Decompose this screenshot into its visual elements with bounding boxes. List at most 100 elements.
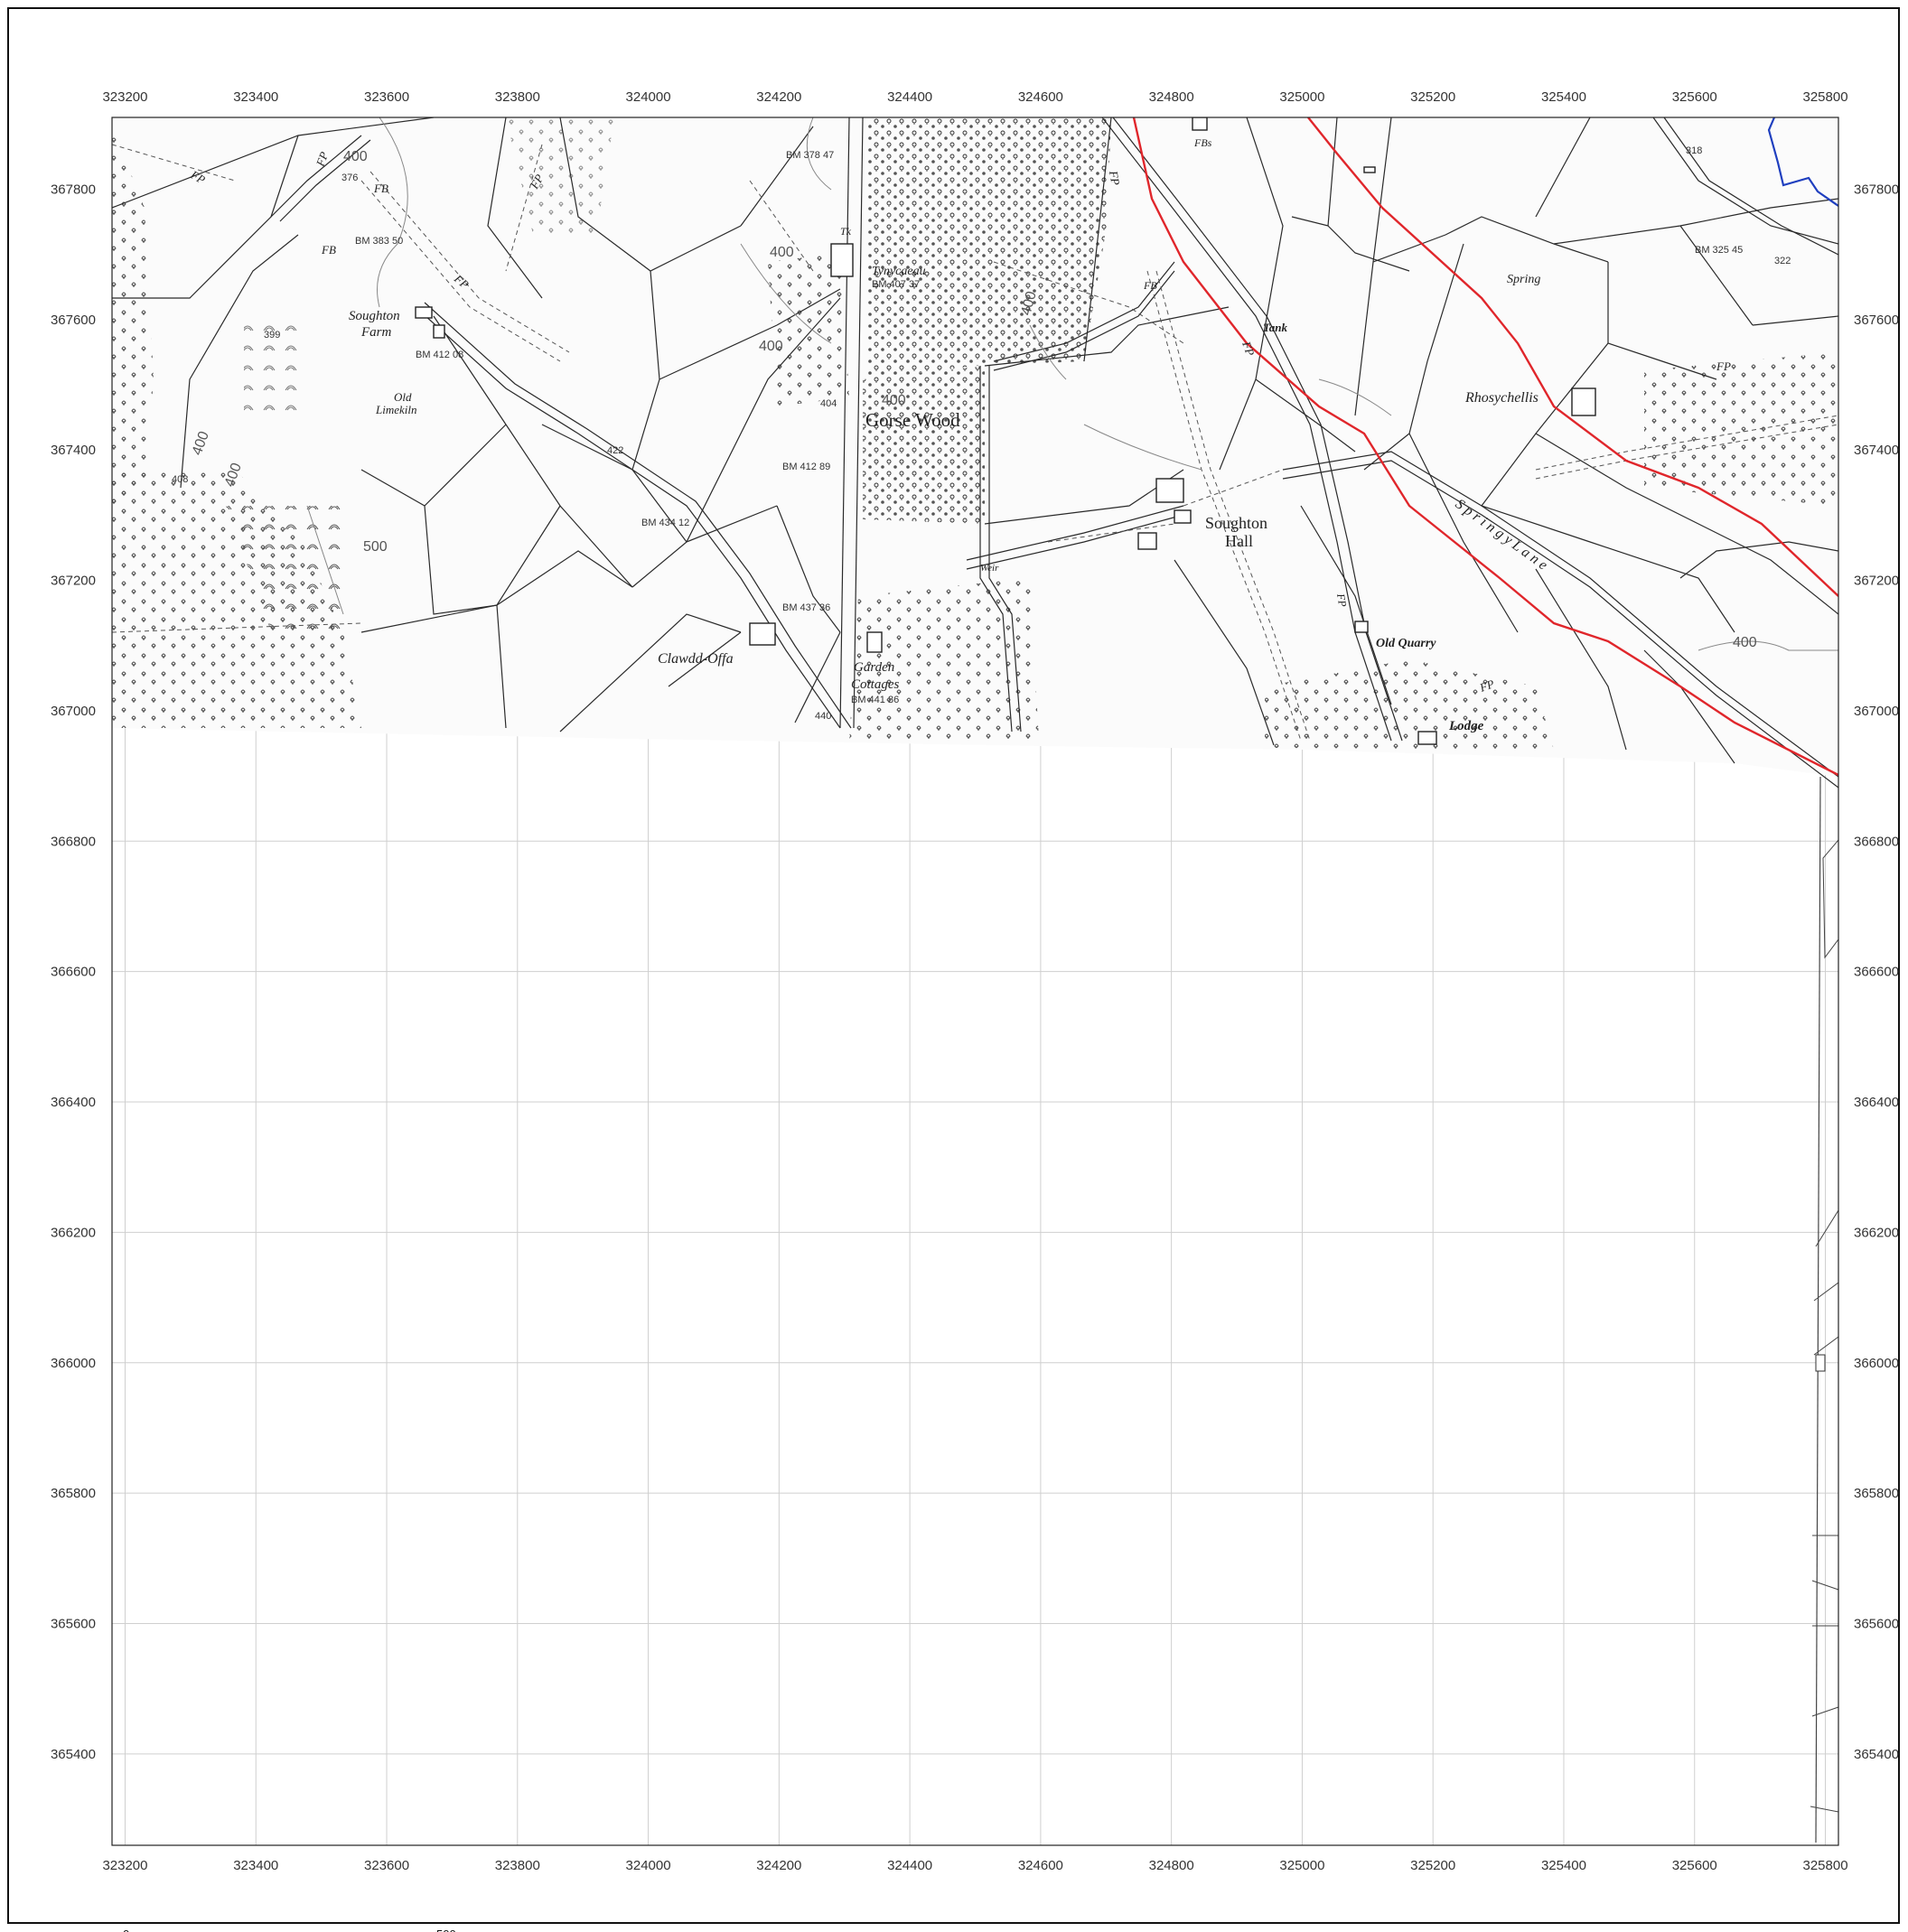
x-tick-label-top: 325400 <box>1541 89 1586 105</box>
x-tick-label-top: 323600 <box>364 89 409 105</box>
bm-label: BM 434 12 <box>641 518 689 528</box>
route-lines-red[interactable] <box>1132 117 1838 777</box>
y-tick-label-left: 366600 <box>51 965 96 980</box>
y-tick-label-left: 367200 <box>51 574 96 589</box>
gorse-wood-area <box>863 366 985 524</box>
fb-label: FBs <box>1193 136 1212 149</box>
x-tick-label-bottom: 323200 <box>102 1858 147 1873</box>
y-tick-label-left: 366400 <box>51 1095 96 1110</box>
height-label: 400 <box>759 339 783 354</box>
woodland-southwest <box>112 470 361 728</box>
contours <box>306 117 1838 651</box>
fp-label: FP <box>188 167 208 186</box>
bm-label: BM 325 45 <box>1695 245 1743 256</box>
height-label: 400 <box>882 393 906 408</box>
x-tick-label-bottom: 325400 <box>1541 1858 1586 1873</box>
x-tick-label-top: 324600 <box>1018 89 1063 105</box>
x-tick-label-bottom: 324600 <box>1018 1858 1063 1873</box>
x-tick-label-bottom: 324400 <box>887 1858 932 1873</box>
historic-map-sheet <box>112 117 1838 789</box>
label-spring: Spring <box>1507 273 1540 286</box>
buildings <box>415 117 1596 745</box>
y-tick-label-left: 367400 <box>51 443 96 458</box>
x-tick-label-bottom: 324200 <box>756 1858 801 1873</box>
label-tank: Tank <box>1263 321 1287 334</box>
x-tick-label-top: 325800 <box>1802 89 1847 105</box>
garden-woodland <box>849 578 1039 742</box>
bm-label: BM 378 47 <box>786 150 834 161</box>
x-tick-label-top: 324800 <box>1149 89 1194 105</box>
label-soughton-farm-1: Soughton <box>349 309 400 323</box>
fp-label: FP <box>1107 169 1123 186</box>
height-label: 318 <box>1686 145 1702 156</box>
height-label: 400 <box>1018 290 1039 317</box>
height-label: 408 <box>172 474 188 485</box>
y-tick-label-right: 365800 <box>1854 1486 1899 1501</box>
height-label: 500 <box>363 539 388 555</box>
height-label: 422 <box>607 445 623 456</box>
map-frame <box>7 7 1900 1924</box>
label-lodge: Lodge <box>1448 719 1484 733</box>
y-tick-label-left: 367000 <box>51 704 96 719</box>
y-tick-label-right: 366400 <box>1854 1095 1899 1110</box>
woodland-centre <box>768 253 849 406</box>
y-tick-label-left: 365400 <box>51 1747 96 1762</box>
fp-label: FP <box>1334 592 1350 609</box>
x-tick-label-top: 323200 <box>102 89 147 105</box>
label-old-limekiln-2: Limekiln <box>375 403 417 416</box>
y-tick-label-left: 365800 <box>51 1486 96 1501</box>
x-tick-label-top: 323800 <box>495 89 540 105</box>
scale-bar: 0 500m <box>123 1927 466 1932</box>
quarry-woodland <box>1265 659 1554 750</box>
y-tick-label-right: 366200 <box>1854 1225 1899 1240</box>
label-rhosychellis: Rhosychellis <box>1464 390 1539 406</box>
coordinate-ticks: 323200 323200 323400 323400 323600 323600 3238… <box>51 89 1899 1873</box>
y-tick-label-right: 367000 <box>1854 704 1899 719</box>
x-tick-label-top: 325000 <box>1279 89 1324 105</box>
x-tick-label-top: 324000 <box>626 89 671 105</box>
fp-label: FP <box>1239 339 1258 358</box>
label-clawdd-offa: Clawdd-Offa <box>658 651 734 667</box>
fp-label: FP <box>527 172 546 191</box>
fp-label: FP <box>313 150 331 169</box>
y-tick-label-right: 366600 <box>1854 965 1899 980</box>
height-label: 399 <box>264 330 280 341</box>
label-soughton-hall-1: Soughton <box>1205 514 1267 532</box>
woodland-north <box>506 117 614 235</box>
x-tick-label-top: 325200 <box>1410 89 1455 105</box>
x-tick-label-bottom: 323400 <box>233 1858 278 1873</box>
scrub-area <box>226 506 343 632</box>
height-label: 400 <box>770 245 794 260</box>
label-garden-cottages-1: Garden <box>854 660 894 675</box>
scale-end-label: 500m <box>436 1927 466 1932</box>
y-tick-label-left: 367600 <box>51 313 96 328</box>
x-tick-label-top: 325600 <box>1672 89 1717 105</box>
boundary-blue[interactable] <box>1767 117 1838 207</box>
x-tick-label-bottom: 324000 <box>626 1858 671 1873</box>
label-weir: Weir <box>980 563 999 574</box>
bm-label: BM 441 86 <box>851 695 899 705</box>
scale-start-label: 0 <box>123 1927 129 1932</box>
fb-label: FB <box>1143 279 1157 292</box>
height-label: 404 <box>820 398 837 409</box>
x-tick-label-bottom: 325000 <box>1279 1858 1324 1873</box>
gorse-wood-north <box>867 117 1111 379</box>
height-label: 400 <box>1733 635 1757 650</box>
y-tick-label-right: 367600 <box>1854 313 1899 328</box>
y-tick-label-right: 365600 <box>1854 1617 1899 1632</box>
height-label: 376 <box>341 173 358 183</box>
height-label: 400 <box>343 149 368 164</box>
woodland-west <box>112 126 154 506</box>
fp-label: FP <box>1477 677 1496 695</box>
x-tick-label-top: 324400 <box>887 89 932 105</box>
x-tick-label-top: 324200 <box>756 89 801 105</box>
y-tick-label-left: 366800 <box>51 834 96 849</box>
bm-label: BM 412 89 <box>782 462 830 472</box>
label-old-limekiln-1: Old <box>394 390 412 404</box>
height-label: 322 <box>1774 256 1791 266</box>
x-tick-label-bottom: 325800 <box>1802 1858 1847 1873</box>
y-tick-label-right: 366000 <box>1854 1356 1899 1371</box>
y-tick-label-right: 367200 <box>1854 574 1899 589</box>
x-tick-label-bottom: 325600 <box>1672 1858 1717 1873</box>
